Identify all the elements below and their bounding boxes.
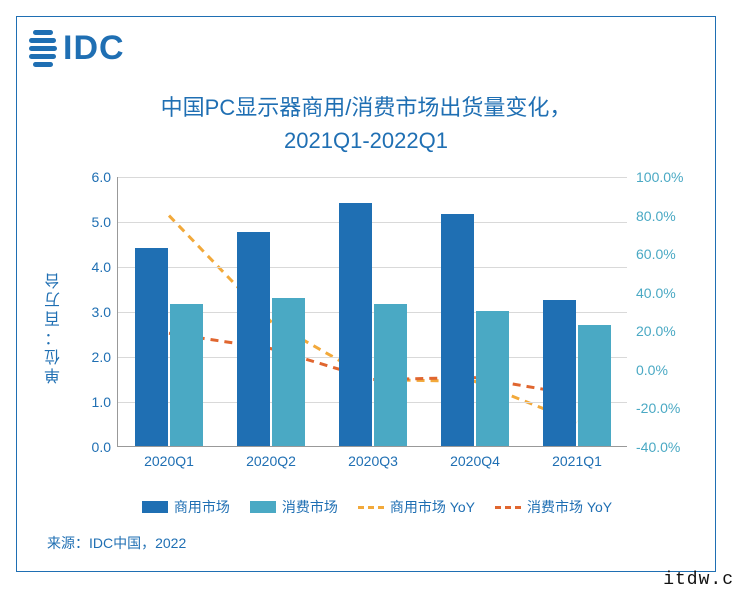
legend-item: 商用市场	[142, 497, 230, 517]
y-left-tick: 5.0	[71, 214, 111, 230]
y-left-tick: 6.0	[71, 169, 111, 185]
title-line2: 2021Q1-2022Q1	[17, 124, 715, 157]
y-right-tick: 60.0%	[636, 246, 692, 262]
logo-text: IDC	[63, 29, 125, 68]
y-right-tick: 100.0%	[636, 169, 692, 185]
y-left-tick: 2.0	[71, 349, 111, 365]
grid-line	[118, 222, 627, 223]
idc-logo: IDC	[29, 29, 125, 68]
y-left-tick: 4.0	[71, 259, 111, 275]
bar-商用市场	[135, 248, 168, 446]
legend-label: 商用市场	[174, 497, 230, 517]
legend-label: 消费市场 YoY	[527, 497, 612, 517]
line-消费市场 YoY	[169, 333, 577, 395]
plot-area: 单位：百万台 0.01.02.03.04.05.06.0-40.0%-20.0%…	[43, 177, 693, 477]
y-right-tick: 80.0%	[636, 208, 692, 224]
legend-item: 商用市场 YoY	[358, 497, 475, 517]
y-right-tick: 40.0%	[636, 285, 692, 301]
bar-商用市场	[237, 232, 270, 446]
y-right-tick: 20.0%	[636, 323, 692, 339]
legend-swatch	[250, 501, 276, 513]
y-right-tick: -40.0%	[636, 439, 692, 455]
bar-商用市场	[441, 214, 474, 446]
line-商用市场 YoY	[169, 216, 577, 422]
y-right-tick: 0.0%	[636, 362, 692, 378]
legend-label: 商用市场 YoY	[390, 497, 475, 517]
legend-swatch	[142, 501, 168, 513]
chart-card: IDC 中国PC显示器商用/消费市场出货量变化， 2021Q1-2022Q1 单…	[16, 16, 716, 572]
bar-商用市场	[543, 300, 576, 446]
x-tick: 2020Q4	[450, 453, 500, 469]
x-tick: 2020Q1	[144, 453, 194, 469]
chart-title: 中国PC显示器商用/消费市场出货量变化， 2021Q1-2022Q1	[17, 91, 715, 157]
bar-消费市场	[170, 304, 203, 446]
bar-消费市场	[476, 311, 509, 446]
bar-消费市场	[578, 325, 611, 447]
bar-消费市场	[272, 298, 305, 447]
watermark: itdw.c	[663, 570, 734, 590]
legend-label: 消费市场	[282, 497, 338, 517]
x-tick: 2020Q2	[246, 453, 296, 469]
legend-swatch	[358, 506, 384, 509]
logo-stripes-icon	[29, 30, 59, 67]
source-text: 来源：IDC中国，2022	[47, 533, 186, 553]
grid-line	[118, 267, 627, 268]
grid-line	[118, 177, 627, 178]
y-axis-label: 单位：百万台	[43, 270, 67, 384]
legend: 商用市场 消费市场 商用市场 YoY 消费市场 YoY	[57, 497, 697, 517]
legend-item: 消费市场	[250, 497, 338, 517]
title-line1: 中国PC显示器商用/消费市场出货量变化，	[17, 91, 715, 124]
bar-消费市场	[374, 304, 407, 446]
y-left-tick: 3.0	[71, 304, 111, 320]
x-tick: 2020Q3	[348, 453, 398, 469]
legend-item: 消费市场 YoY	[495, 497, 612, 517]
y-left-tick: 1.0	[71, 394, 111, 410]
bar-商用市场	[339, 203, 372, 446]
plot: 0.01.02.03.04.05.06.0-40.0%-20.0%0.0%20.…	[117, 177, 627, 447]
x-tick: 2021Q1	[552, 453, 602, 469]
y-right-tick: -20.0%	[636, 400, 692, 416]
y-left-tick: 0.0	[71, 439, 111, 455]
legend-swatch	[495, 506, 521, 509]
